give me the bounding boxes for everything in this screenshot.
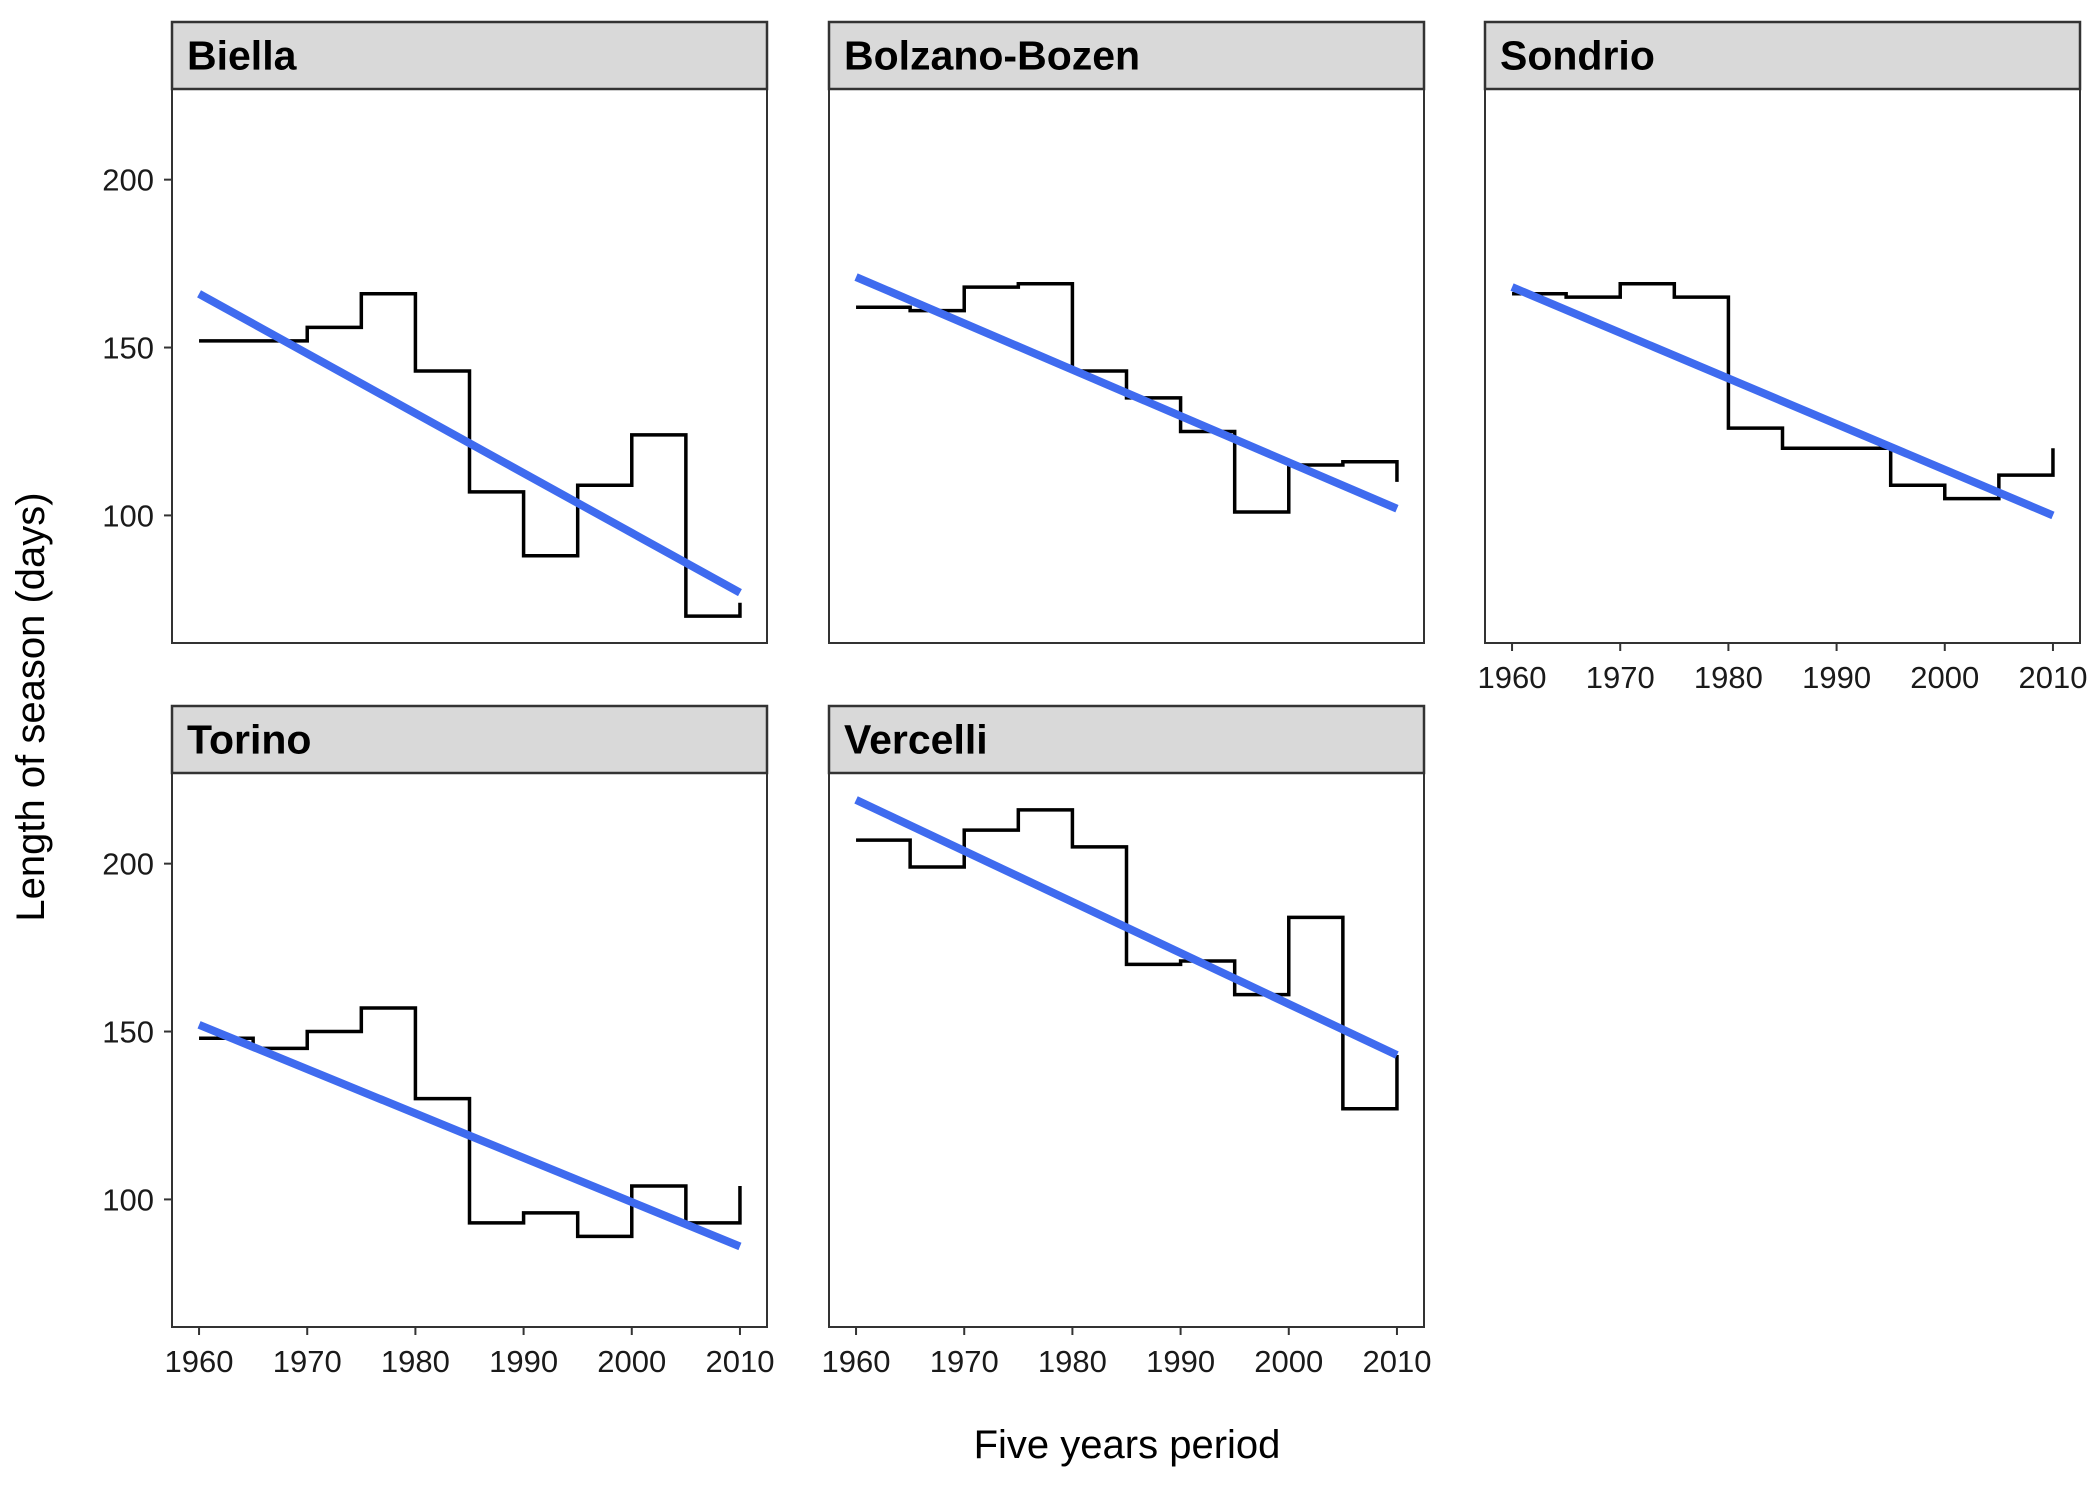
x-tick-label-torino-1970: 1970 xyxy=(273,1344,342,1379)
y-tick-label-biella-100: 100 xyxy=(102,498,154,533)
x-tick-label-sondrio-1990: 1990 xyxy=(1802,660,1871,695)
x-tick-label-sondrio-2010: 2010 xyxy=(2018,660,2087,695)
x-tick-label-sondrio-1980: 1980 xyxy=(1694,660,1763,695)
step-series-bolzano-bozen xyxy=(856,281,1399,514)
strip-torino xyxy=(170,704,769,775)
x-tick-label-torino-1990: 1990 xyxy=(489,1344,558,1379)
panel-frame-biella xyxy=(171,88,768,644)
x-tick-label-sondrio-1960: 1960 xyxy=(1478,660,1547,695)
x-axis-title: Five years period xyxy=(974,1423,1281,1467)
panel-bolzano-bozen: Bolzano-Bozen xyxy=(827,20,1426,644)
panel-torino: Torino 100 150 200 1960 1970 1980 1990 2000 2010 xyxy=(102,704,774,1379)
x-tick-label-torino-1980: 1980 xyxy=(381,1344,450,1379)
step-series-torino xyxy=(199,1006,742,1239)
panel-frame-bolzano-bozen xyxy=(828,88,1425,644)
panel-frame-sondrio xyxy=(1484,88,2081,644)
panel-vercelli: Vercelli 1960 1970 1980 1990 2000 2010 xyxy=(822,704,1431,1379)
x-tick-label-vercelli-1990: 1990 xyxy=(1146,1344,1215,1379)
panel-frame-torino xyxy=(171,772,768,1328)
x-tick-label-vercelli-1970: 1970 xyxy=(930,1344,999,1379)
x-tick-label-torino-2010: 2010 xyxy=(705,1344,774,1379)
x-tick-label-sondrio-2000: 2000 xyxy=(1910,660,1979,695)
trend-line-vercelli xyxy=(854,796,1399,1059)
trend-line-torino xyxy=(197,1021,742,1251)
x-tick-label-torino-2000: 2000 xyxy=(597,1344,666,1379)
x-tick-label-vercelli-2000: 2000 xyxy=(1254,1344,1323,1379)
y-tick-label-torino-150: 150 xyxy=(102,1015,154,1050)
y-tick-label-biella-200: 200 xyxy=(102,163,154,198)
panel-title-sondrio: Sondrio xyxy=(1500,33,1655,79)
panel-title-biella: Biella xyxy=(187,33,298,79)
trend-line-bolzano-bozen xyxy=(854,273,1399,513)
y-tick-label-biella-150: 150 xyxy=(102,331,154,366)
step-series-sondrio xyxy=(1512,281,2055,501)
panel-frame-vercelli xyxy=(828,772,1425,1328)
panel-title-torino: Torino xyxy=(187,717,311,763)
strip-biella xyxy=(170,20,769,91)
panel-sondrio: Sondrio 1960 1970 1980 1990 2000 2010 xyxy=(1478,20,2087,695)
x-tick-label-sondrio-1970: 1970 xyxy=(1586,660,1655,695)
panel-biella: Biella 100 150 200 xyxy=(102,20,769,644)
step-series-vercelli xyxy=(856,808,1399,1111)
trend-line-sondrio xyxy=(1510,283,2055,520)
strip-sondrio xyxy=(1483,20,2082,91)
trend-line-biella xyxy=(197,290,742,597)
x-tick-label-torino-1960: 1960 xyxy=(165,1344,234,1379)
x-tick-label-vercelli-1980: 1980 xyxy=(1038,1344,1107,1379)
y-tick-label-torino-100: 100 xyxy=(102,1182,154,1217)
panel-title-bolzano-bozen: Bolzano-Bozen xyxy=(844,33,1140,79)
y-tick-label-torino-200: 200 xyxy=(102,847,154,882)
x-tick-label-vercelli-2010: 2010 xyxy=(1362,1344,1431,1379)
y-axis-title: Length of season (days) xyxy=(9,492,53,921)
panel-title-vercelli: Vercelli xyxy=(844,717,988,763)
step-series-biella xyxy=(199,292,742,618)
x-tick-label-vercelli-1960: 1960 xyxy=(822,1344,891,1379)
